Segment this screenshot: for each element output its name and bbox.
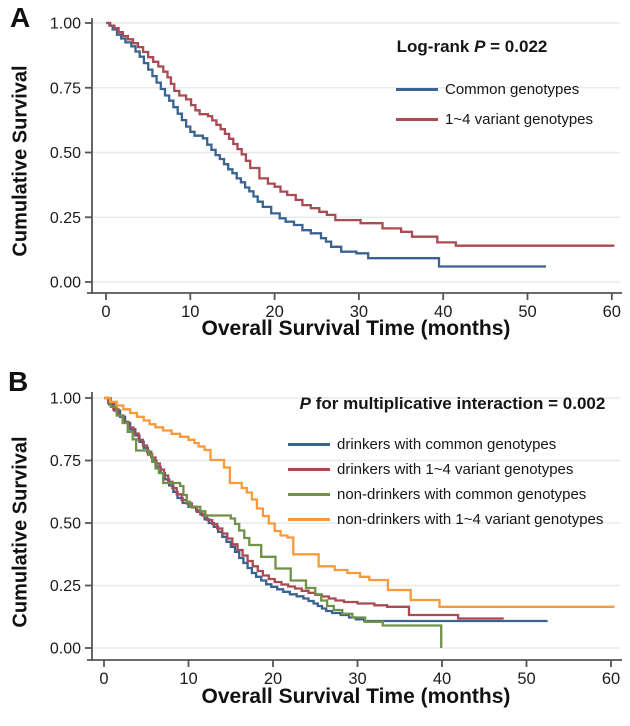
- legend-item-common-genotypes: Common genotypes: [396, 74, 593, 104]
- curve-non-drinkers-with-1-4-variant-genotypes: [104, 396, 615, 608]
- x-tick-label: 0: [99, 670, 108, 688]
- legend-label: non-drinkers with 1~4 variant genotypes: [337, 511, 604, 528]
- panel-b-title-pvalue-symbol: P: [299, 394, 312, 413]
- legend-label: non-drinkers with common genotypes: [337, 486, 587, 503]
- panel-b-stat-annotation: P for multiplicative interaction = 0.002: [280, 394, 625, 414]
- panel-b-plot-area: 1.00 0.75 0.50 0.25 0.00 0 10 20 30 40 50 60: [50, 391, 622, 688]
- x-tick-label: 10: [179, 670, 197, 688]
- curve-1-4-variant-genotypes: [106, 21, 615, 247]
- panel-b-x-axis-title: Overall Survival Time (months): [201, 685, 511, 708]
- legend-label: drinkers with 1~4 variant genotypes: [337, 461, 574, 478]
- y-tick-label: 0.25: [50, 210, 81, 227]
- x-tick-label: 30: [350, 303, 368, 321]
- x-tick-label: 50: [518, 303, 536, 321]
- panel-a: A Cumulative Survival 1.00 0.75 0.50 0.25 0.…: [9, 2, 622, 340]
- legend-line-swatch: [396, 87, 438, 91]
- panel-b-y-axis-title: Cumulative Survival: [9, 436, 32, 628]
- panel-b: B Cumulative Survival 1.00 0.75 0.50 0.25 0.…: [0, 366, 630, 726]
- panel-b-letter: B: [8, 366, 29, 397]
- curve-drinkers-with-1-4-variant-genotypes: [104, 396, 504, 620]
- legend-line-swatch: [396, 117, 438, 121]
- x-tick-label: 50: [517, 670, 535, 688]
- legend-item-1-4-variant-genotypes: 1~4 variant genotypes: [396, 104, 593, 134]
- x-tick-label: 60: [602, 670, 620, 688]
- legend-line-swatch: [288, 493, 330, 496]
- panel-a-title-post: = 0.022: [485, 37, 548, 56]
- legend-line-swatch: [288, 468, 330, 471]
- y-tick-label: 0.50: [50, 516, 81, 533]
- panel-b-title-post: for multiplicative interaction = 0.002: [311, 394, 606, 413]
- legend-label: drinkers with common genotypes: [337, 436, 557, 453]
- panel-a-plot-area: 1.00 0.75 0.50 0.25 0.00 0 10 20 30 40 50 60: [50, 16, 622, 321]
- x-tick-label: 40: [433, 670, 451, 688]
- panel-a-title-pvalue-symbol: P: [474, 37, 486, 56]
- x-tick-label: 0: [101, 303, 110, 321]
- panel-a-stat-annotation: Log-rank P = 0.022: [352, 37, 592, 57]
- y-tick-label: 0.00: [50, 641, 81, 658]
- panel-a-legend: Common genotypes 1~4 variant genotypes: [396, 74, 593, 134]
- y-tick-label: 1.00: [50, 16, 81, 33]
- curve-non-drinkers-with-common-genotypes: [104, 396, 443, 648]
- x-tick-label: 20: [264, 670, 282, 688]
- legend-label: 1~4 variant genotypes: [445, 110, 594, 128]
- legend-item-drinkers-with-common-genotypes: drinkers with common genotypes: [288, 432, 603, 457]
- x-tick-label: 30: [348, 670, 366, 688]
- legend-label: Common genotypes: [445, 80, 580, 98]
- x-tick-label: 40: [434, 303, 452, 321]
- panel-a-letter: A: [10, 2, 31, 33]
- panel-a-title-pre: Log-rank: [396, 37, 475, 56]
- panel-a-x-axis-title: Overall Survival Time (months): [201, 317, 511, 340]
- y-tick-label: 0.00: [50, 275, 81, 292]
- y-tick-label: 0.75: [50, 453, 81, 470]
- y-tick-label: 1.00: [50, 391, 81, 408]
- x-tick-label: 10: [181, 303, 199, 321]
- panel-b-legend: drinkers with common genotypes drinkers w…: [288, 432, 603, 532]
- y-tick-label: 0.25: [50, 578, 81, 595]
- x-tick-label: 20: [265, 303, 283, 321]
- y-tick-label: 0.75: [50, 80, 81, 97]
- x-tick-label: 60: [603, 303, 621, 321]
- curve-common-genotypes: [106, 21, 546, 268]
- panel-a-y-axis-title: Cumulative Survival: [9, 65, 32, 257]
- y-tick-label: 0.50: [50, 145, 81, 162]
- legend-item-non-drinkers-with-1-4-variant-genotypes: non-drinkers with 1~4 variant genotypes: [288, 507, 603, 532]
- legend-item-non-drinkers-with-common-genotypes: non-drinkers with common genotypes: [288, 482, 603, 507]
- legend-item-drinkers-with-1-4-variant-genotypes: drinkers with 1~4 variant genotypes: [288, 457, 603, 482]
- legend-line-swatch: [288, 518, 330, 521]
- legend-line-swatch: [288, 443, 330, 446]
